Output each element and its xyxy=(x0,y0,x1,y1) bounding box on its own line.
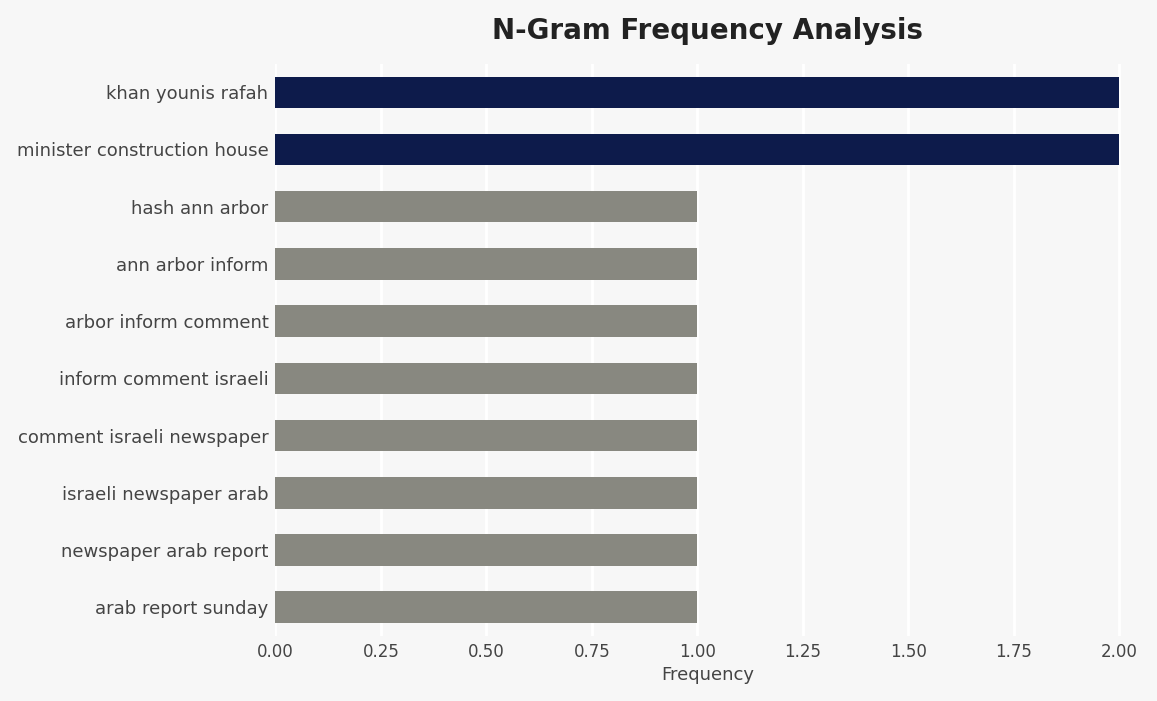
Bar xyxy=(275,76,1119,108)
Bar xyxy=(275,134,1119,165)
Bar xyxy=(275,592,698,623)
Bar xyxy=(275,420,698,451)
Title: N-Gram Frequency Analysis: N-Gram Frequency Analysis xyxy=(493,17,923,45)
X-axis label: Frequency: Frequency xyxy=(662,667,754,684)
Bar xyxy=(275,477,698,508)
Bar xyxy=(275,248,698,280)
Bar xyxy=(275,306,698,337)
Bar xyxy=(275,362,698,394)
Bar xyxy=(275,534,698,566)
Bar xyxy=(275,191,698,222)
